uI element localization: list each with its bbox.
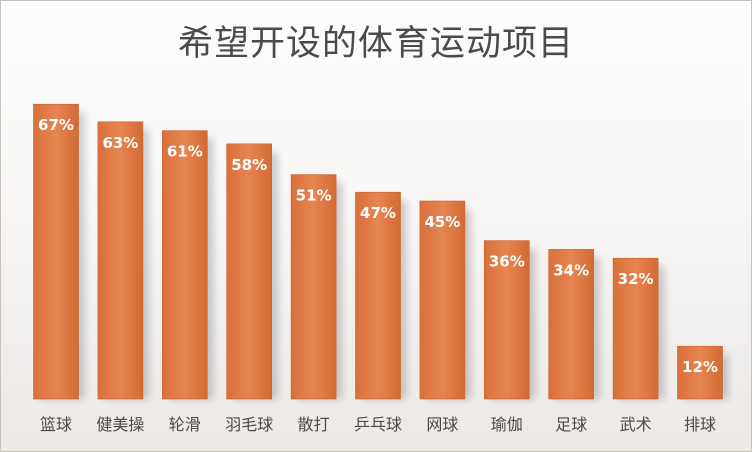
category-label: 排球 xyxy=(684,415,716,434)
data-label: 36% xyxy=(489,253,525,271)
data-label: 47% xyxy=(360,204,396,222)
category-label: 足球 xyxy=(555,415,587,434)
data-label: 67% xyxy=(38,116,74,134)
category-label: 健美操 xyxy=(96,415,144,434)
bars xyxy=(33,103,723,400)
category-labels: 篮球 健美操 轮滑 羽毛球 散打 乒乓球 网球 瑜伽 足球 武术 排球 xyxy=(40,415,716,434)
bar-散打 xyxy=(290,174,337,400)
bar-轮滑 xyxy=(162,130,208,400)
data-label: 63% xyxy=(102,134,138,152)
category-label: 篮球 xyxy=(40,415,72,434)
bar-瑜伽 xyxy=(483,240,530,400)
category-label: 轮滑 xyxy=(169,415,201,434)
bar-篮球 xyxy=(33,103,79,400)
chart-title: 希望开设的体育运动项目 xyxy=(177,24,574,64)
data-label: 45% xyxy=(424,213,460,231)
bar-武术 xyxy=(612,257,659,400)
category-label: 武术 xyxy=(620,415,652,434)
bar-乒乓球 xyxy=(355,191,401,400)
data-label: 61% xyxy=(167,143,203,161)
data-label: 58% xyxy=(231,156,267,174)
bar-足球 xyxy=(548,249,595,400)
bar-排球 xyxy=(677,345,723,400)
category-label: 瑜伽 xyxy=(491,415,523,434)
bar-健美操 xyxy=(97,121,144,400)
bar-网球 xyxy=(419,200,466,400)
category-label: 乒乓球 xyxy=(354,415,402,434)
value-labels: 67% 63% 61% 58% 51% 47% 45% 36% 34% 32% 12% xyxy=(38,116,718,376)
category-label: 散打 xyxy=(298,415,330,434)
data-label: 12% xyxy=(682,358,718,376)
category-label: 网球 xyxy=(426,415,458,434)
data-label: 51% xyxy=(296,187,332,205)
category-label: 羽毛球 xyxy=(225,415,273,434)
data-label: 34% xyxy=(553,261,589,279)
data-label: 32% xyxy=(618,270,654,288)
bar-羽毛球 xyxy=(226,143,272,400)
